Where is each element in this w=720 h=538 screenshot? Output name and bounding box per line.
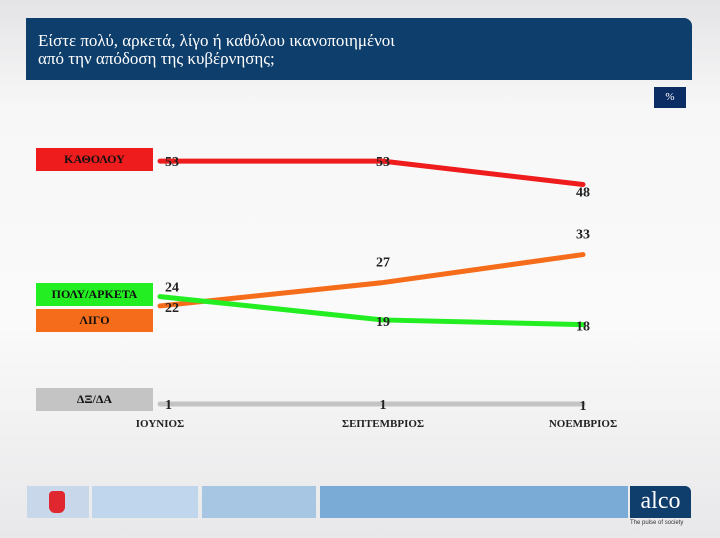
alco-logo: alco bbox=[630, 486, 691, 518]
legend-1: ΠΟΛΥ/ΑΡΚΕΤΑ bbox=[36, 283, 153, 306]
legend-0: ΚΑΘΟΛΟΥ bbox=[36, 148, 153, 171]
footer-bar-2 bbox=[202, 486, 316, 518]
title-line-2: από την απόδοση της κυβέρνησης; bbox=[38, 49, 275, 68]
x-tick-label: ΝΟΕΜΒΡΙΟΣ bbox=[549, 418, 617, 430]
x-tick-label: ΙΟΥΝΙΟΣ bbox=[136, 418, 184, 430]
data-label: 53 bbox=[165, 155, 179, 170]
data-label: 1 bbox=[165, 398, 172, 413]
series-line-0 bbox=[157, 158, 586, 188]
series-line-2 bbox=[157, 252, 586, 309]
legend-2: ΛΙΓΟ bbox=[36, 309, 153, 332]
data-label: 24 bbox=[165, 281, 179, 296]
data-label: 33 bbox=[576, 228, 590, 243]
title-line-1: Είστε πολύ, αρκετά, λίγο ή καθόλου ικανο… bbox=[38, 31, 395, 50]
data-label: 27 bbox=[376, 256, 390, 271]
data-label: 48 bbox=[576, 186, 590, 201]
data-label: 19 bbox=[376, 315, 390, 330]
data-label: 1 bbox=[580, 399, 587, 414]
data-label: 18 bbox=[576, 320, 590, 335]
unit-badge: % bbox=[654, 87, 686, 108]
chart-title: Είστε πολύ, αρκετά, λίγο ή καθόλου ικανο… bbox=[26, 18, 692, 80]
alco-tagline: The pulse of society bbox=[630, 520, 684, 526]
footer-bar-3 bbox=[320, 486, 628, 518]
legend-3: ΔΞ/ΔΑ bbox=[36, 388, 153, 411]
data-label: 22 bbox=[165, 301, 179, 316]
a-news-logo-icon bbox=[49, 491, 65, 513]
data-label: 53 bbox=[376, 155, 390, 170]
footer-bar-1 bbox=[92, 486, 198, 518]
data-label: 1 bbox=[380, 398, 387, 413]
footer-logo-a bbox=[27, 486, 89, 518]
series-line-1 bbox=[157, 294, 586, 328]
x-tick-label: ΣΕΠΤΕΜΒΡΙΟΣ bbox=[342, 418, 424, 430]
